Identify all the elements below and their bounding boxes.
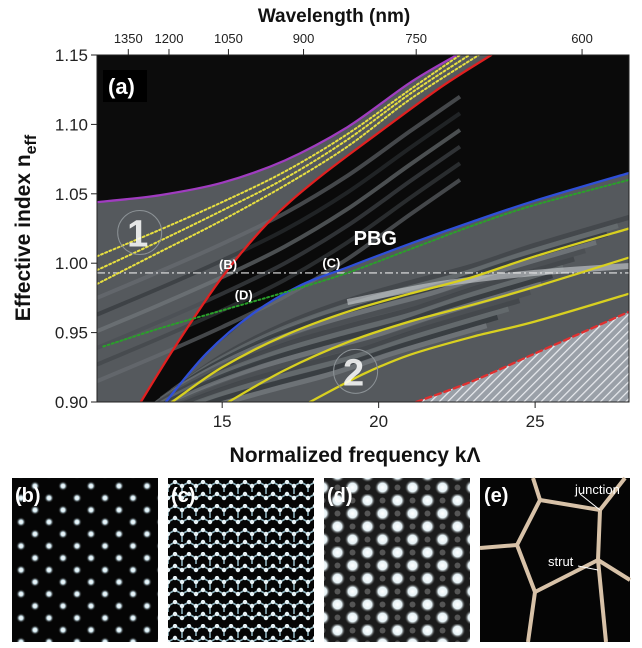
- x-axis: 15 20 25: [213, 402, 545, 431]
- series-line-8: [227, 256, 629, 402]
- top-tick-label: 600: [571, 31, 593, 46]
- y-tick-label: 1.15: [55, 46, 88, 65]
- panel-label-d: (d): [327, 485, 353, 507]
- band-ridge: [346, 263, 629, 306]
- panel-label-b: (b): [15, 485, 41, 507]
- junction-pointer: [579, 493, 601, 511]
- series-line-4: [139, 55, 493, 402]
- top-tick-label: 900: [293, 31, 315, 46]
- top-tick-label: 1050: [214, 31, 243, 46]
- y-axis-title-subscript: eff: [23, 134, 40, 154]
- panel-e: (e) junction strut: [479, 476, 632, 643]
- top-axis-title: Wavelength (nm): [258, 6, 410, 27]
- x-tick-label: 25: [526, 412, 545, 431]
- annotation-1: 1: [127, 214, 148, 256]
- band-streak: [174, 289, 532, 402]
- photonic-bandgap-region: [97, 55, 457, 203]
- strut-label: strut: [548, 554, 574, 569]
- series-line-1: [97, 55, 461, 258]
- series-line-5: [164, 171, 629, 402]
- series-line-3: [97, 55, 480, 285]
- panel-c-image: [168, 478, 314, 642]
- annotation-circle: [117, 210, 163, 256]
- annotation-4: (C): [322, 255, 340, 270]
- bandgap-core: [140, 55, 629, 402]
- panel-label-a: (a): [108, 74, 135, 99]
- y-tick-label: 1.05: [55, 185, 88, 204]
- main-plot: PBG 1 2 (B) (C) (D) (a): [96, 54, 630, 403]
- top-axis: 1350 1200 1050 900 750 600: [114, 31, 593, 55]
- annotation-0: PBG: [354, 228, 397, 250]
- band-streak: [97, 144, 462, 350]
- annotation-3: (B): [219, 257, 237, 272]
- panel-label-e: (e): [484, 485, 508, 507]
- panel-label-c: (c): [171, 485, 195, 507]
- panel-label-box: [103, 70, 147, 102]
- top-tick-label: 1350: [114, 31, 143, 46]
- y-tick-label: 0.95: [55, 324, 88, 343]
- annotation-circle: [333, 348, 379, 394]
- panel-b-image: [12, 478, 158, 642]
- x-tick-label: 15: [213, 412, 232, 431]
- series-line-10: [415, 310, 629, 402]
- panel-d-image: [324, 478, 470, 642]
- band-streak: [97, 94, 462, 300]
- top-tick-label: 750: [405, 31, 427, 46]
- band-streak: [162, 273, 554, 402]
- x-tick-label: 20: [369, 412, 388, 431]
- series-line-9: [308, 292, 629, 402]
- junction-label: junction: [574, 482, 620, 497]
- top-tick-label: 1200: [155, 31, 184, 46]
- band-streak: [218, 323, 488, 402]
- strut-pointer: [577, 565, 599, 571]
- band-streak: [97, 111, 462, 317]
- band-streak: [97, 161, 462, 367]
- series-line-6: [102, 178, 629, 348]
- y-tick-label: 0.90: [55, 393, 88, 412]
- band-streak: [97, 178, 462, 384]
- annotation-5: (D): [235, 287, 253, 302]
- band-streak: [181, 298, 521, 402]
- y-axis: 0.90 0.95 1.00 1.05 1.10 1.15: [55, 46, 97, 412]
- band-streak: [204, 314, 499, 402]
- plot-frame: [96, 54, 630, 403]
- panel-b: (b): [12, 478, 158, 642]
- panel-c: (c): [168, 478, 314, 642]
- annotations: PBG 1 2 (B) (C) (D): [117, 210, 397, 394]
- x-axis-title: Normalized frequency kΛ: [230, 444, 481, 467]
- series-line-0: [97, 55, 459, 204]
- panel-d: (d): [324, 478, 470, 642]
- series-line-7: [170, 227, 629, 402]
- x-axis-title-text: Normalized frequency kΛ: [230, 444, 481, 467]
- band-streak: [97, 128, 462, 334]
- hatched-region: [416, 311, 629, 402]
- annotation-2: 2: [343, 352, 364, 394]
- y-tick-label: 1.00: [55, 254, 88, 273]
- y-axis-title-text: Effective index n: [12, 154, 35, 321]
- y-axis-title: Effective index neff: [12, 134, 40, 321]
- y-tick-label: 1.10: [55, 115, 88, 134]
